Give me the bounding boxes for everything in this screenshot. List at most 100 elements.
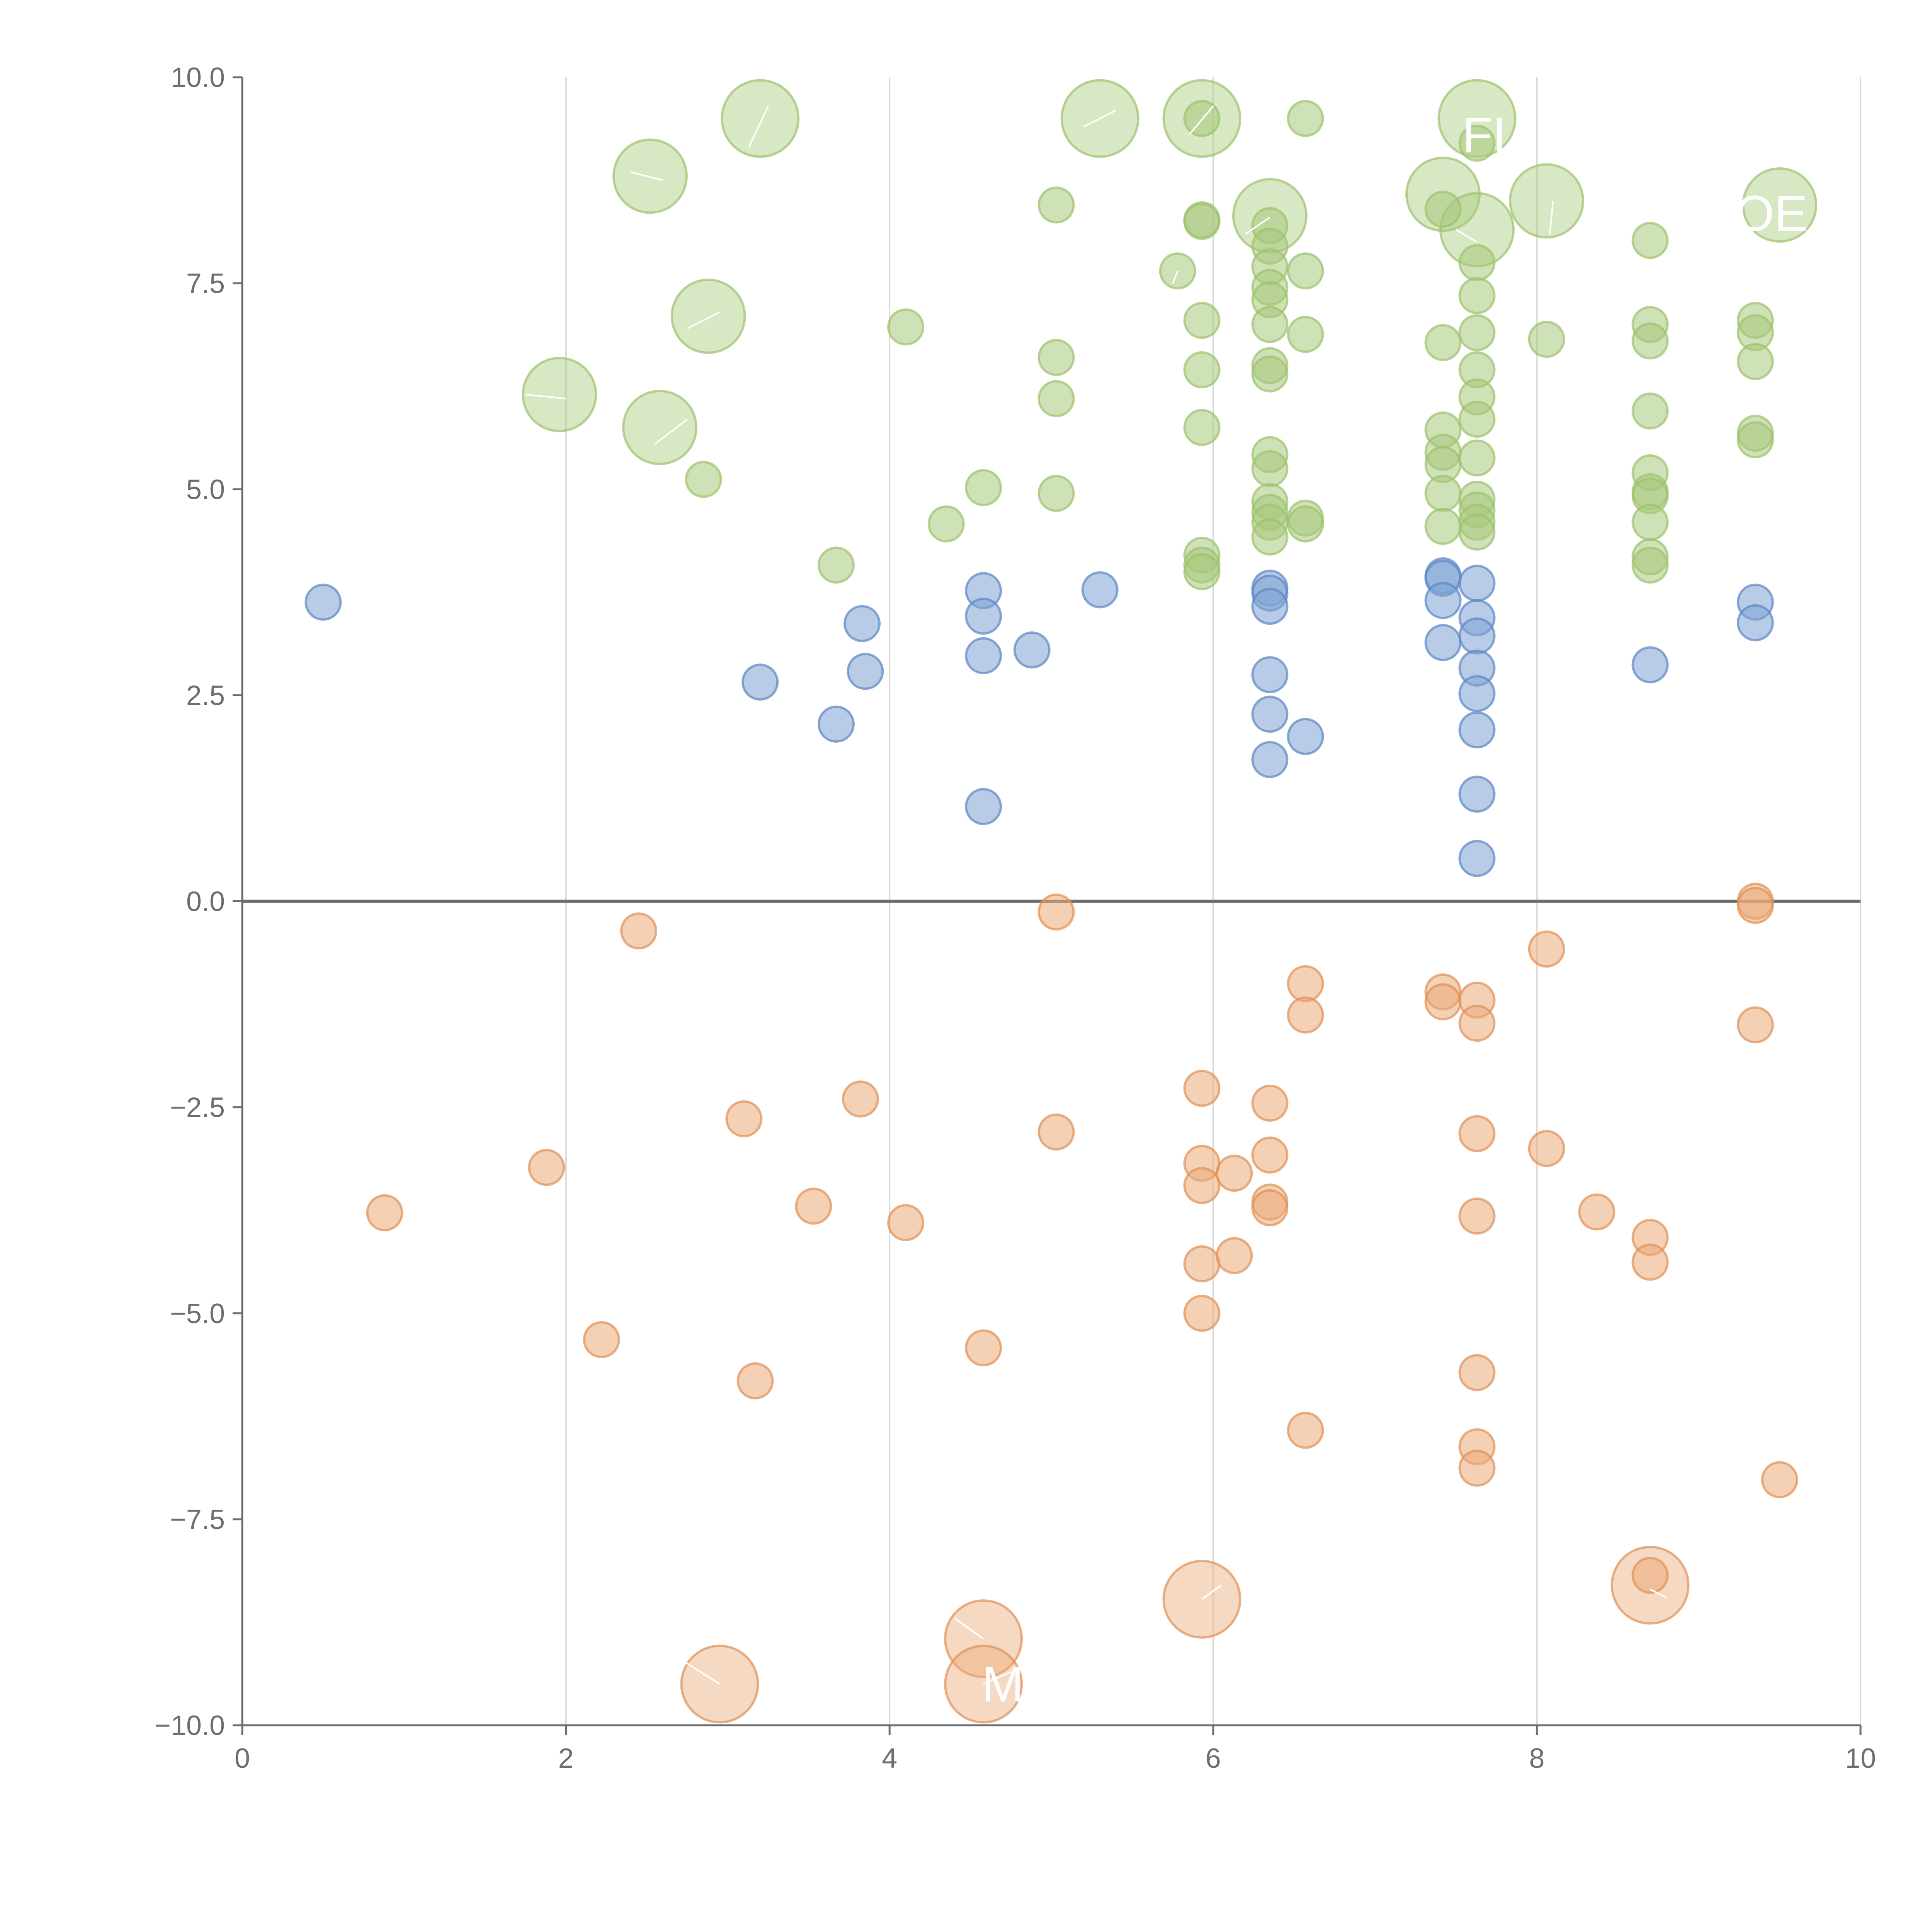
green-point xyxy=(1424,508,1462,545)
green-point xyxy=(1458,277,1496,315)
blue-point xyxy=(1251,741,1289,778)
green-point xyxy=(1037,380,1075,417)
orange-point xyxy=(1037,893,1075,931)
leader-line xyxy=(1245,216,1270,235)
orange-point xyxy=(366,1194,403,1231)
x-tick-label: 8 xyxy=(1529,1743,1544,1774)
green-point xyxy=(1037,474,1075,512)
orange-point xyxy=(1287,996,1324,1034)
green-point xyxy=(1424,190,1462,228)
y-tick-label: 2.5 xyxy=(186,680,225,711)
green-point xyxy=(1458,124,1496,162)
y-tick-label: −10.0 xyxy=(155,1710,225,1741)
blue-point xyxy=(965,597,1002,635)
green-point xyxy=(1736,343,1774,380)
blue-point xyxy=(304,583,342,621)
orange-point xyxy=(887,1204,925,1242)
green-point xyxy=(1037,186,1075,224)
green-point xyxy=(721,79,800,158)
green-point xyxy=(1251,518,1289,556)
green-point xyxy=(1631,392,1669,430)
orange-point xyxy=(1631,1556,1669,1594)
axes: 10.0 7.5 5.0 2.5 0.0 −2.5 −5.0 −7.5 −10.0 0 2 4 6 8 10 xyxy=(155,62,1876,1774)
orange-point xyxy=(1528,930,1565,968)
orange-point xyxy=(1528,1130,1565,1167)
blue-point xyxy=(1251,696,1289,733)
x-tick-label: 6 xyxy=(1206,1743,1221,1774)
green-point xyxy=(1458,439,1496,477)
blue-point xyxy=(965,788,1002,825)
leader-line xyxy=(1083,109,1117,128)
y-tick-label: 10.0 xyxy=(171,62,225,93)
green-point xyxy=(1183,302,1221,339)
x-tick-label: 4 xyxy=(882,1743,897,1774)
leader-line xyxy=(525,394,566,400)
y-tick-label: 0.0 xyxy=(186,886,225,917)
blue-point xyxy=(1458,675,1496,713)
orange-point xyxy=(842,1080,879,1118)
green-point xyxy=(1183,553,1221,590)
orange-point xyxy=(1458,1449,1496,1487)
y-tick-label: 7.5 xyxy=(186,268,225,299)
green-point xyxy=(1458,514,1496,551)
orange-point xyxy=(1578,1193,1616,1231)
green-point xyxy=(1251,306,1289,343)
green-point xyxy=(1037,339,1075,376)
green-point xyxy=(1631,503,1669,541)
leader-line xyxy=(1549,201,1554,234)
orange-point xyxy=(1458,1197,1496,1235)
green-point xyxy=(1631,546,1669,584)
orange-point xyxy=(725,1100,763,1138)
green-point xyxy=(1631,322,1669,360)
blue-point xyxy=(1287,718,1324,755)
blue-point xyxy=(1631,646,1669,684)
blue-point xyxy=(1458,776,1496,813)
y-tick-label: −5.0 xyxy=(170,1298,225,1329)
orange-point xyxy=(1183,1167,1221,1204)
blue-point xyxy=(1251,656,1289,694)
blue-point xyxy=(817,706,855,743)
orange-point xyxy=(528,1149,565,1186)
x-tick-label: 10 xyxy=(1845,1743,1876,1774)
green-point xyxy=(1509,163,1585,239)
green-point xyxy=(1251,355,1289,393)
green-point xyxy=(1424,474,1462,512)
x-tick-label: 2 xyxy=(558,1743,574,1774)
green-point xyxy=(670,278,746,354)
blue-point xyxy=(1424,624,1462,661)
leader-line xyxy=(1172,270,1179,284)
orange-point xyxy=(736,1362,774,1400)
green-point xyxy=(817,546,855,584)
blue-point xyxy=(965,637,1002,675)
leader-line xyxy=(1188,105,1214,136)
blue-point xyxy=(1458,617,1496,655)
green-point xyxy=(1424,324,1462,361)
green-point xyxy=(1183,409,1221,446)
blue-point xyxy=(1458,565,1496,602)
green-point xyxy=(1742,167,1818,243)
orange-point xyxy=(1183,1070,1221,1107)
green-point xyxy=(1183,203,1221,240)
orange-point xyxy=(1183,1294,1221,1332)
green-point xyxy=(1287,505,1324,543)
blue-point xyxy=(1424,582,1462,619)
leader-line xyxy=(1201,1584,1222,1600)
green-point xyxy=(1287,316,1324,353)
leader-line xyxy=(954,1617,984,1639)
y-tick-label: −2.5 xyxy=(170,1092,225,1123)
orange-point xyxy=(1458,1354,1496,1391)
orange-point xyxy=(1424,983,1462,1020)
leader-line xyxy=(654,418,688,445)
orange-point xyxy=(583,1321,620,1358)
leader-line xyxy=(687,311,720,330)
green-point xyxy=(1287,252,1324,290)
orange-point xyxy=(1037,1113,1075,1151)
green-point xyxy=(1528,321,1565,358)
green-point xyxy=(927,505,965,543)
blue-point xyxy=(1013,631,1051,669)
green-point xyxy=(1458,314,1496,352)
annotation-label: OE xyxy=(1735,185,1808,242)
green-point xyxy=(685,461,722,498)
blue-point xyxy=(1458,840,1496,877)
